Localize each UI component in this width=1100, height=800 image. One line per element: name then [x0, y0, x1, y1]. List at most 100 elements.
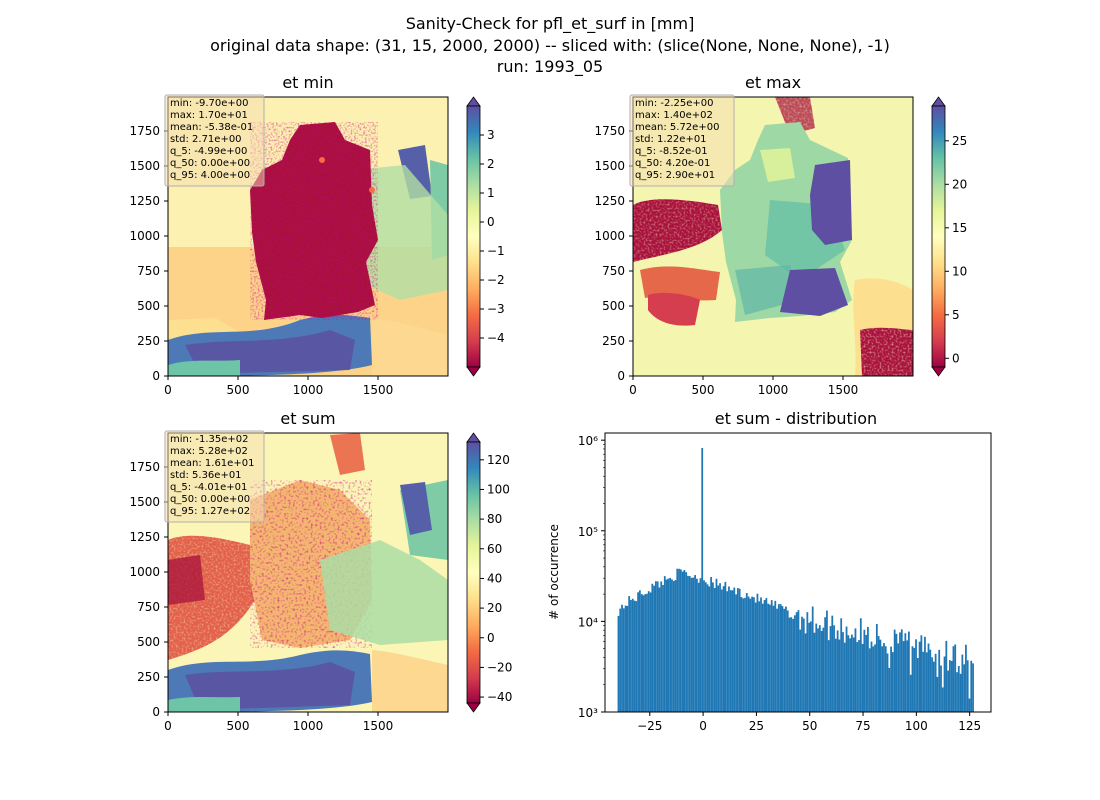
histogram-bar: [760, 597, 762, 712]
figure-title-line-3: run: 1993_05: [497, 57, 603, 77]
colorbar-tick-label: 0: [487, 631, 495, 645]
y-tick-label: 10⁶: [578, 434, 598, 448]
histogram-bar: [706, 584, 709, 712]
colorbar-tick-label: −2: [487, 273, 505, 287]
histogram-bar: [630, 600, 632, 712]
histogram-bar: [908, 631, 910, 712]
histogram-bar: [799, 629, 802, 712]
y-tick-label: 1000: [129, 565, 160, 579]
histogram-bar: [847, 635, 850, 712]
histogram-bar: [752, 597, 755, 712]
colorbar-tick-label: 40: [487, 571, 502, 585]
histogram-bar: [931, 657, 933, 712]
histogram-bar: [740, 597, 743, 712]
histogram-bar: [635, 601, 638, 712]
histogram-bar: [729, 590, 732, 712]
histogram-bar: [947, 670, 949, 712]
y-tick-label: 250: [602, 334, 625, 348]
histogram-bar: [932, 661, 935, 712]
histogram-bar: [785, 606, 787, 712]
histogram-bar: [715, 578, 718, 712]
stats-line: mean: 1.61e+01: [170, 458, 254, 469]
colorbar-tick-label: 0: [952, 351, 960, 365]
histogram-bar: [826, 610, 828, 712]
stats-line: min: -1.35e+02: [170, 434, 249, 445]
colorbar-extend-min: [931, 366, 946, 377]
histogram-bar: [966, 660, 969, 712]
stats-line: q_95: 4.00e+00: [170, 170, 250, 181]
histogram-bar: [927, 643, 930, 712]
histogram-bar: [793, 615, 796, 712]
histogram-bar: [756, 593, 759, 712]
histogram-bar: [692, 577, 695, 712]
y-tick-label: 500: [137, 299, 160, 313]
histogram-bar: [836, 630, 839, 712]
histogram-bar: [742, 598, 745, 712]
x-tick-label: 500: [227, 383, 250, 397]
histogram-bar: [626, 605, 629, 712]
y-tick-label: 750: [137, 264, 160, 278]
histogram-bar: [952, 646, 955, 712]
panel-title: et max: [745, 73, 801, 92]
y-tick-label: 10⁴: [578, 615, 598, 629]
colorbar-extend-min: [466, 702, 481, 713]
histogram-bar: [940, 665, 942, 712]
histogram-bar: [856, 642, 859, 712]
histogram-bar: [936, 676, 939, 712]
histogram-bar: [690, 577, 693, 712]
x-axis: 0 500 1000 1500: [629, 376, 858, 397]
histogram-bar: [913, 647, 916, 712]
figure-title-line-2: original data shape: (31, 15, 2000, 2000…: [210, 36, 890, 55]
histogram-bar: [834, 638, 837, 712]
histogram-bar: [801, 616, 803, 712]
histogram-bar: [631, 598, 634, 712]
histogram-bar: [824, 617, 827, 712]
stats-line: q_5: -4.99e+00: [170, 146, 247, 157]
histogram-bar: [697, 582, 700, 712]
histogram-bar: [660, 581, 663, 712]
x-tick-label: 1500: [828, 383, 859, 397]
histogram-bar: [751, 596, 753, 712]
histogram-bar: [874, 644, 876, 712]
stats-line: q_50: 0.00e+00: [170, 494, 250, 505]
x-tick-label: 1000: [293, 719, 324, 733]
histogram-bar: [904, 633, 907, 712]
y-tick-label: 1250: [129, 530, 160, 544]
stats-line: q_95: 1.27e+02: [170, 506, 250, 517]
histogram-bar: [769, 604, 771, 712]
y-axis: 10³ 10⁴ 10⁵ 10⁶: [578, 434, 605, 720]
histogram-bar: [736, 588, 739, 712]
y-tick-label: 0: [152, 705, 160, 719]
y-tick-label: 1250: [129, 194, 160, 208]
colorbar: −4 −3 −2 −1 0 1 2 3: [466, 96, 505, 377]
histogram-bar: [961, 654, 964, 712]
x-tick-label: 50: [802, 719, 817, 733]
x-tick-label: 500: [692, 383, 715, 397]
panel-et-sum: et sum 0 500 1000 1500: [129, 409, 512, 733]
x-axis: 0 500 1000 1500: [164, 712, 393, 733]
histogram-bar: [617, 615, 620, 712]
histogram-bar: [774, 600, 777, 712]
histogram-bar: [845, 626, 848, 712]
histogram-bar: [765, 598, 768, 712]
histogram-bar: [827, 640, 830, 712]
colorbar: −40 −20 0 20 40 60 80 100 120: [466, 432, 512, 713]
colorbar-tick-label: −1: [487, 244, 505, 258]
histogram-bar: [822, 627, 825, 712]
heatmap-image: [168, 97, 448, 376]
histogram-bar: [628, 596, 631, 712]
colorbar-tick-label: 10: [952, 264, 967, 278]
histogram-bar: [694, 575, 696, 712]
histogram-bar: [651, 583, 654, 712]
histogram-bar: [688, 576, 691, 712]
histogram-bar: [829, 626, 832, 712]
histogram-bar: [943, 656, 946, 712]
histogram-bar: [970, 660, 973, 712]
histogram-bar: [763, 600, 766, 712]
colorbar-tick-label: 3: [487, 128, 495, 142]
figure-title-line-1: Sanity-Check for pfl_et_surf in [mm]: [406, 14, 695, 34]
histogram-bar: [895, 633, 898, 712]
histogram-bar: [833, 625, 835, 712]
colorbar-tick-label: 120: [487, 453, 510, 467]
